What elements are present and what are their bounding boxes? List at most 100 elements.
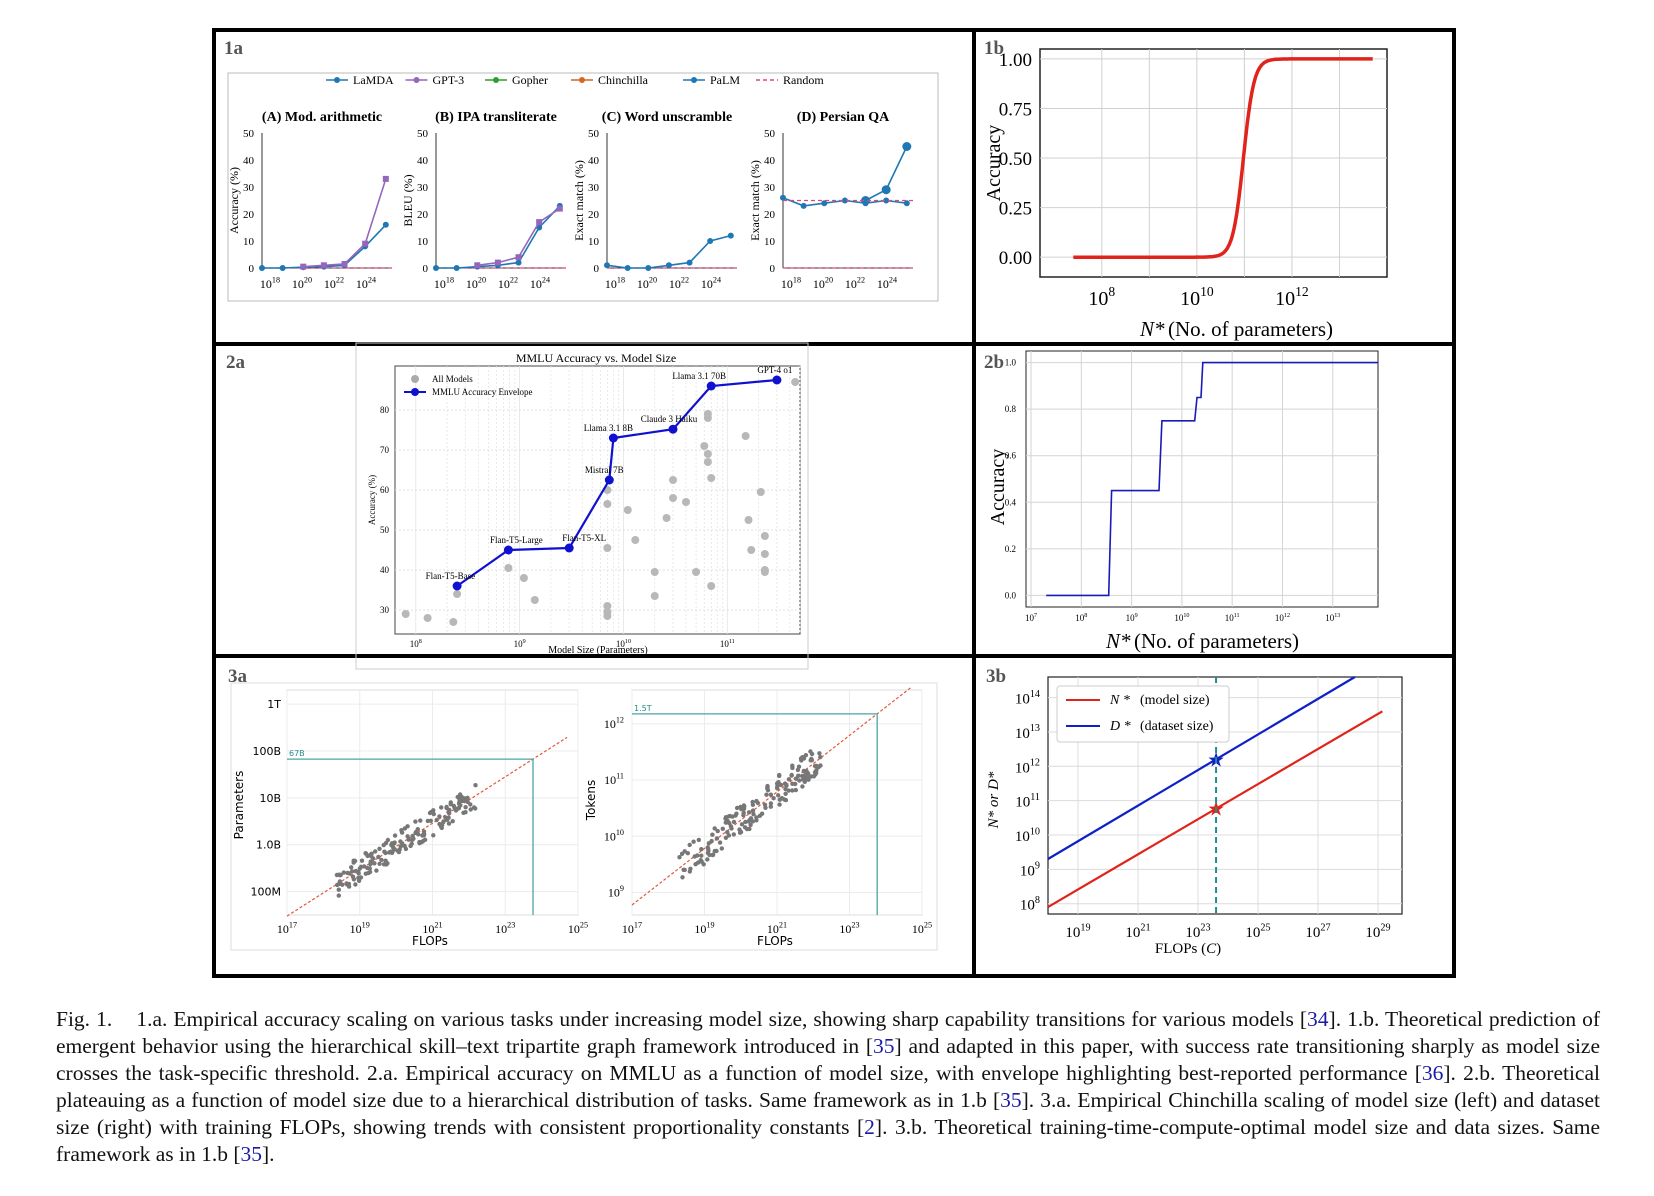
run-point — [696, 837, 701, 843]
caption-ref-link[interactable]: 35 — [873, 1034, 895, 1058]
envelope-annotation: Mistral 7B — [585, 465, 624, 475]
panel-3b-axes — [1047, 676, 1403, 915]
panel-1a-legend: LaMDA GPT-3 Gopher Chinchilla PaLM Random — [326, 73, 824, 87]
run-point — [416, 832, 421, 837]
x-tick-label: 1020 — [813, 276, 833, 291]
run-point — [450, 819, 455, 824]
panel-2a-legend-all-marker — [411, 375, 419, 383]
run-point — [458, 792, 463, 797]
x-tick-label: 1023 — [495, 921, 515, 936]
run-point — [687, 842, 692, 848]
run-point — [768, 792, 774, 797]
run-point — [367, 869, 373, 875]
panel-2a-plot: 80 70 60 50 40 30 108 109 1010 1011 Flan-T5-Base Fl… — [380, 365, 801, 649]
panel-label-2a: 2a — [226, 352, 246, 373]
caption-ref-link[interactable]: 35 — [240, 1142, 262, 1166]
x-tick-label: 1012 — [1275, 613, 1290, 623]
x-tick-label: 107 — [1025, 613, 1037, 623]
caption-fig-label: Fig. 1. — [56, 1007, 113, 1031]
run-point — [710, 832, 715, 837]
run-point — [771, 796, 776, 801]
run-point — [392, 840, 397, 845]
run-point — [377, 846, 382, 851]
panel-3a-left-plot: 1T 100B 10B 1.0B 100M 1017 1019 1021 1023 1025 67B — [251, 689, 588, 936]
run-point — [349, 865, 354, 870]
panel-label-1b: 1b — [984, 38, 1004, 59]
y-tick-label: 30 — [243, 182, 255, 194]
model-point — [530, 596, 539, 604]
run-point — [437, 821, 442, 827]
run-point — [373, 849, 378, 854]
accuracy-staircase — [1046, 361, 1379, 597]
point-lamda — [903, 200, 910, 207]
caption-text: ]. 3.a. Empirical Chinchilla scaling of … — [56, 1088, 1600, 1139]
y-tick-label: 30 — [380, 605, 390, 615]
run-point — [374, 868, 379, 873]
run-point — [336, 887, 341, 892]
caption-ref-link[interactable]: 36 — [1421, 1061, 1444, 1085]
x-tick-label: 1025 — [1245, 922, 1270, 941]
panel-2a-legend-all: All Models — [432, 374, 473, 384]
panel-3a-left-ylabel: Parameters — [232, 771, 246, 840]
y-tick-label: 0 — [594, 263, 600, 275]
run-point — [748, 822, 753, 828]
y-tick-label: 108 — [1020, 895, 1040, 914]
y-tick-label: 0 — [770, 263, 776, 275]
caption-ref-link[interactable]: 2 — [864, 1115, 875, 1139]
model-point — [623, 506, 632, 514]
point-palm — [861, 196, 871, 205]
x-tick-label: 1010 — [1174, 613, 1189, 623]
run-point — [818, 763, 823, 768]
panel-3b-xlabel: FLOPs (C) — [1155, 941, 1221, 957]
envelope-line — [456, 378, 778, 587]
model-point — [707, 474, 716, 482]
caption-ref-link[interactable]: 35 — [1000, 1088, 1022, 1112]
y-tick-label: 1013 — [1015, 723, 1040, 742]
y-tick-label: 1014 — [1015, 689, 1040, 708]
x-tick-label: 1010 — [616, 639, 631, 649]
run-point — [705, 857, 710, 862]
model-point — [760, 550, 769, 558]
panel-2a: MMLU Accuracy vs. Model Size 80 70 60 50 40 3… — [355, 342, 809, 670]
panel-label-1a: 1a — [224, 38, 244, 59]
x-tick-label: 1019 — [350, 921, 370, 936]
x-tick-label: 1021 — [767, 921, 787, 936]
model-point — [756, 488, 765, 496]
run-point — [363, 851, 368, 856]
x-tick-label: 1029 — [1365, 922, 1390, 941]
run-point — [742, 804, 747, 809]
panel-2a-ylabel: Accuracy (%) — [367, 475, 377, 525]
point-lamda — [645, 265, 652, 271]
run-point — [695, 853, 700, 858]
panel-3b-legend-d-symbol: D * — [1109, 719, 1131, 734]
run-point — [741, 810, 746, 815]
x-tick-label: 1017 — [622, 921, 642, 936]
point-lamda — [382, 221, 389, 228]
run-point — [776, 793, 781, 798]
y-tick-label: 20 — [417, 209, 429, 221]
y-tick-label: 10B — [259, 792, 281, 805]
run-point — [777, 802, 782, 807]
run-point — [383, 840, 389, 846]
run-point — [346, 881, 352, 887]
figure-canvas: 1a 1b 2a 2b 3a 3b LaMDA GPT-3 Gopher Chinch… — [212, 28, 1456, 978]
run-point — [793, 776, 799, 781]
caption-ref-link[interactable]: 34 — [1307, 1007, 1329, 1031]
subplot-ylabel: Accuracy (%) — [227, 167, 241, 234]
subplot-title: (A) Mod. arithmetic — [262, 110, 382, 125]
run-point — [677, 855, 682, 860]
model-point — [504, 564, 513, 572]
envelope-annotation: Claude 3 Haiku — [641, 414, 698, 424]
x-tick-label: 1020 — [292, 276, 312, 291]
panel-label-3a: 3a — [228, 666, 248, 687]
envelope-point — [503, 545, 513, 555]
run-point — [818, 754, 823, 760]
run-point — [804, 768, 809, 774]
run-point — [413, 819, 418, 824]
run-point — [728, 824, 734, 829]
legend-marker — [691, 77, 697, 83]
run-point — [377, 861, 382, 866]
run-point — [746, 810, 752, 815]
y-tick-label: 50 — [417, 128, 429, 140]
panel-2a-legend-env: MMLU Accuracy Envelope — [432, 387, 532, 397]
